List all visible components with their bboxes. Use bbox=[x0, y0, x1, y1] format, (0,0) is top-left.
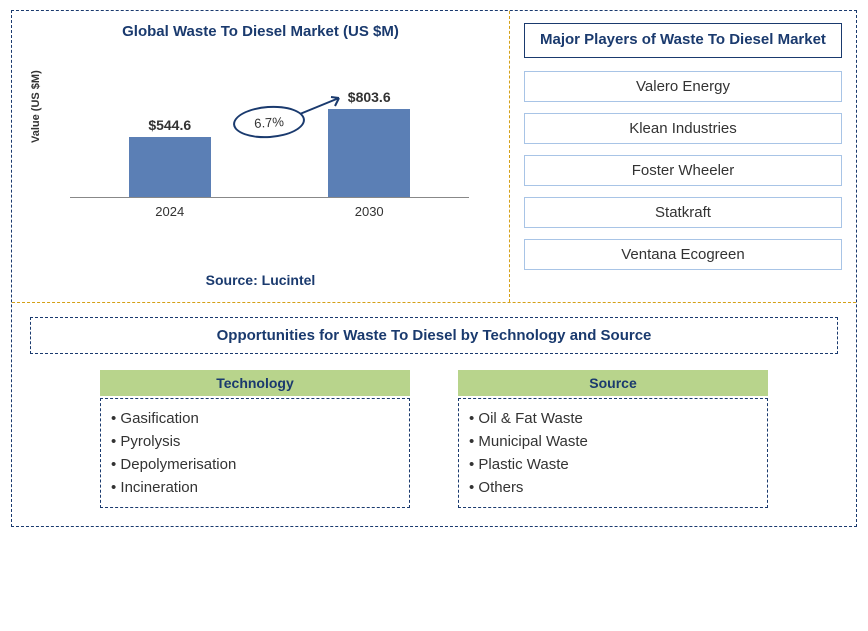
technology-list: Gasification Pyrolysis Depolymerisation … bbox=[100, 398, 410, 508]
list-item: Plastic Waste bbox=[469, 453, 757, 476]
player-item: Ventana Ecogreen bbox=[524, 239, 842, 270]
bar-value-label: $544.6 bbox=[148, 117, 191, 133]
chart-title: Global Waste To Diesel Market (US $M) bbox=[22, 23, 499, 40]
opportunities-section: Opportunities for Waste To Diesel by Tec… bbox=[12, 302, 856, 526]
top-row: Global Waste To Diesel Market (US $M) Va… bbox=[12, 11, 856, 302]
column-header-technology: Technology bbox=[100, 370, 410, 396]
bar-chart: Value (US $M) $544.6 $803.6 6.7% bbox=[70, 78, 469, 228]
players-section: Major Players of Waste To Diesel Market … bbox=[510, 11, 856, 302]
list-item: Gasification bbox=[111, 407, 399, 430]
player-item: Foster Wheeler bbox=[524, 155, 842, 186]
player-item: Valero Energy bbox=[524, 71, 842, 102]
bar-2024 bbox=[129, 137, 211, 197]
list-item: Depolymerisation bbox=[111, 453, 399, 476]
chart-section: Global Waste To Diesel Market (US $M) Va… bbox=[12, 11, 510, 302]
category-label: 2024 bbox=[125, 204, 215, 219]
column-header-source: Source bbox=[458, 370, 768, 396]
opportunities-columns: Technology Gasification Pyrolysis Depoly… bbox=[30, 370, 838, 508]
list-item: Pyrolysis bbox=[111, 430, 399, 453]
bar-value-label: $803.6 bbox=[348, 89, 391, 105]
bars-row: $544.6 $803.6 6.7% bbox=[70, 78, 469, 198]
list-item: Others bbox=[469, 476, 757, 499]
source-list: Oil & Fat Waste Municipal Waste Plastic … bbox=[458, 398, 768, 508]
players-title: Major Players of Waste To Diesel Market bbox=[524, 23, 842, 58]
technology-column: Technology Gasification Pyrolysis Depoly… bbox=[100, 370, 410, 508]
player-item: Statkraft bbox=[524, 197, 842, 228]
list-item: Oil & Fat Waste bbox=[469, 407, 757, 430]
list-item: Municipal Waste bbox=[469, 430, 757, 453]
y-axis-label: Value (US $M) bbox=[30, 70, 42, 143]
growth-annotation: 6.7% bbox=[233, 106, 305, 138]
bar-2030 bbox=[328, 109, 410, 197]
growth-rate-oval: 6.7% bbox=[232, 104, 306, 141]
source-label: Source: Lucintel bbox=[22, 272, 499, 288]
bar-group-2024: $544.6 bbox=[125, 117, 215, 197]
infographic-container: Global Waste To Diesel Market (US $M) Va… bbox=[11, 10, 857, 527]
category-row: 2024 2030 bbox=[70, 204, 469, 219]
source-column: Source Oil & Fat Waste Municipal Waste P… bbox=[458, 370, 768, 508]
list-item: Incineration bbox=[111, 476, 399, 499]
player-item: Klean Industries bbox=[524, 113, 842, 144]
opportunities-title: Opportunities for Waste To Diesel by Tec… bbox=[30, 317, 838, 354]
category-label: 2030 bbox=[324, 204, 414, 219]
